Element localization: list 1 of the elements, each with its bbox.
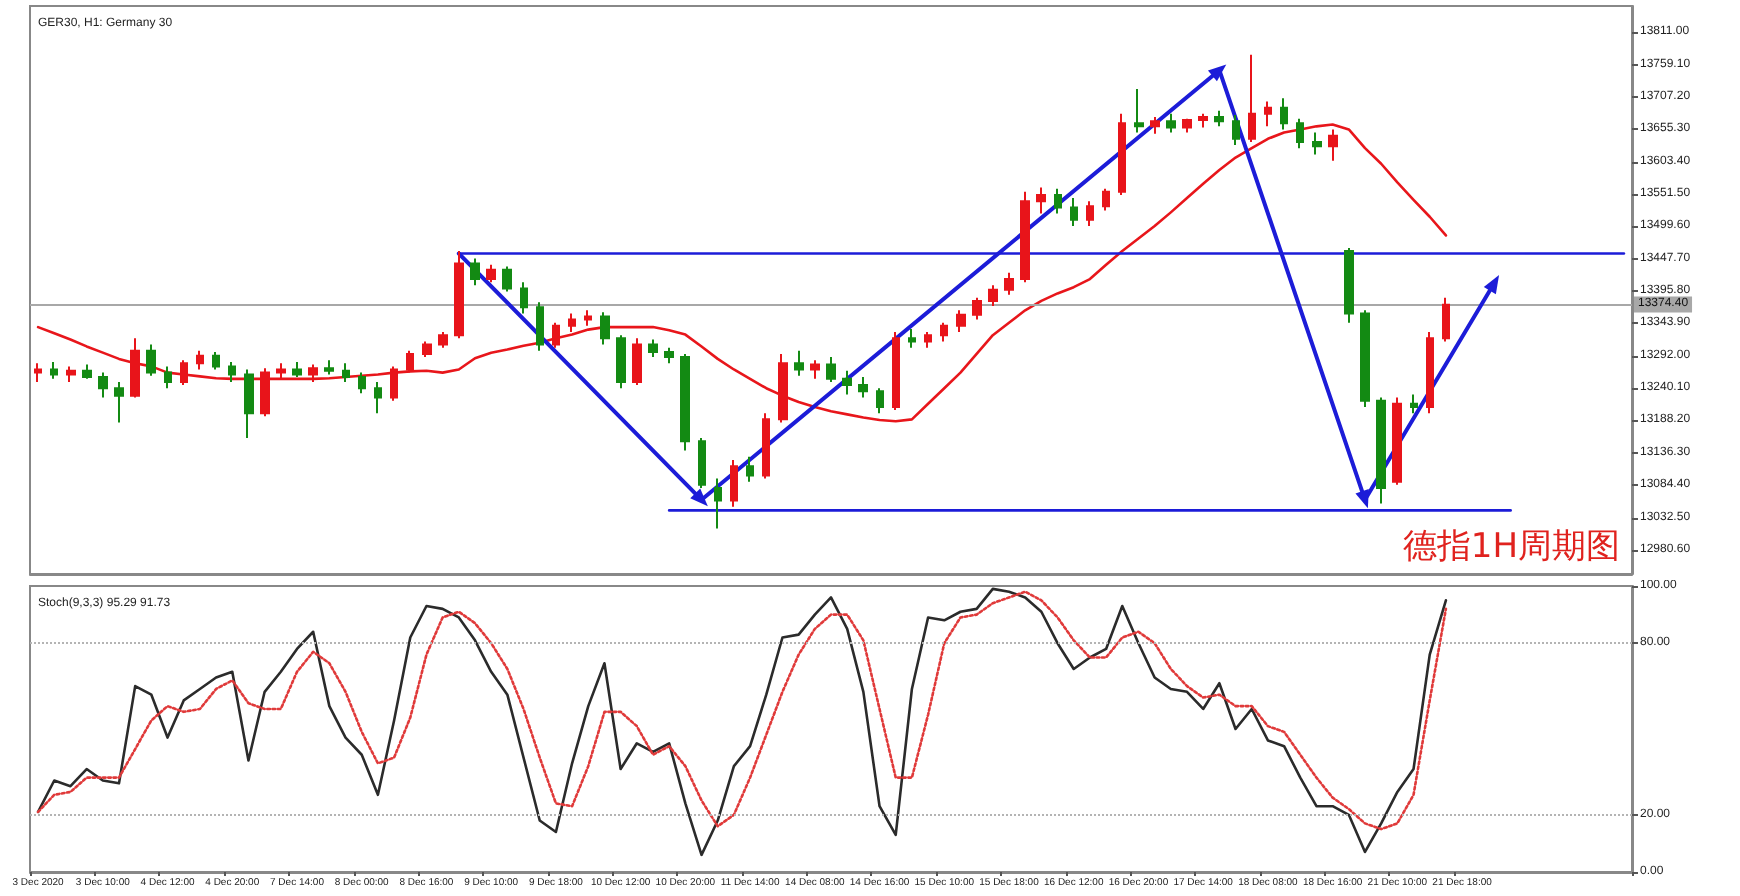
annotation: 德指1H周期图 (1402, 527, 1621, 567)
